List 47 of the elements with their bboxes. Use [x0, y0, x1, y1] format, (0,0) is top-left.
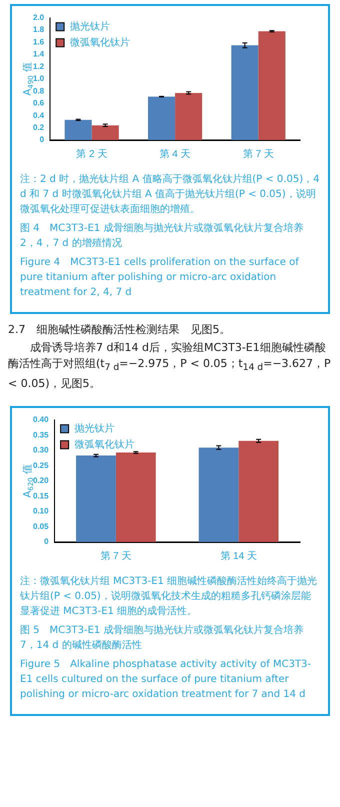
- caption: Figure 4 MC3T3-E1 cells proliferation on the surface of pure titanium after polishing or micro-arc oxidation treatment for 2, 4, 7 d: [20, 256, 300, 300]
- y-tick-label: 0.4: [32, 110, 45, 120]
- x-tick-label: 第 7 天: [100, 550, 132, 562]
- bar: [175, 92, 202, 140]
- y-tick-label: 0.05: [32, 522, 50, 532]
- y-tick-label: 0: [40, 135, 45, 144]
- y-tick-label: 0.2: [32, 122, 45, 132]
- y-tick-label: 1.8: [32, 25, 45, 34]
- caption: Figure 5 Alkaline phosphatase activity activity of MC3T3-E1 cells cultured on the surface of pure titanium after polishing or micro-arc oxidation treatment for 7 and 14 d: [20, 658, 312, 702]
- text: 2.7 细胞碱性磷酸酶活性检测结果 见图5。: [8, 322, 232, 338]
- bar: [76, 456, 116, 542]
- text: 注：微弧氧化钛片组 MC3T3-E1 细胞碱性磷酸酶活性始终高于抛光钛片组(P < 0.05)，说明微弧氧化技术生成的粗糙多孔钙磷涂层能显著促进 MC3T3-E1 细胞的成骨活性。: [20, 574, 318, 620]
- bar: [231, 45, 258, 140]
- x-tick-label: 第 2 天: [76, 148, 108, 160]
- y-tick-label: 0.6: [32, 98, 45, 108]
- x-tick-label: 第 7 天: [242, 148, 274, 160]
- text: 注：2 d 时，抛光钛片组 A 值略高于微弧氧化钛片组(P < 0.05)，4 d 和 7 d 时微弧氧化钛片组 A 值高于抛光钛片组(P < 0.05)，说明微弧氧化处理可促进钛表面细胞的增殖。: [20, 172, 320, 217]
- bar: [92, 125, 119, 140]
- text: 成骨诱导培养7 d和14 d后，实验组MC3T3-E1细胞碱性磷酸酶活性高于对照组(t$_{7 d}$=−2.975，P < 0.05；t$_{14 d}$=−3.627，P < 0.05)，见图5。: [8, 341, 331, 390]
- y-tick-label: 0: [44, 537, 50, 546]
- y-tick-label: 0.40: [32, 415, 50, 424]
- y-tick-label: 2.0: [32, 13, 45, 22]
- y-tick-label: 1.4: [32, 50, 45, 59]
- y-tick-label: 0.20: [32, 476, 50, 486]
- bar: [258, 31, 286, 140]
- legend-label: 抛光钛片: [70, 20, 110, 32]
- bar: [148, 96, 176, 140]
- y-tick-label: 0.30: [32, 446, 50, 455]
- bar: [198, 448, 239, 542]
- legend-label: 抛光钛片: [74, 422, 115, 435]
- y-tick-label: 0.15: [32, 492, 50, 501]
- bar: [116, 452, 156, 542]
- y-tick-label: 0.25: [32, 461, 50, 470]
- caption: 图 5 MC3T3-E1 成骨细胞与抛光钛片或微弧氧化钛片复合培养 7，14 d 的碱性磷酸酶活性: [20, 624, 304, 654]
- caption: 图 4 MC3T3-E1 成骨细胞与抛光钛片或微弧氧化钛片复合培养 2，4，7 d 的增殖情况: [20, 222, 304, 251]
- x-tick-label: 第 4 天: [160, 148, 191, 160]
- y-tick-label: 1.0: [32, 74, 45, 84]
- bar: [238, 441, 279, 542]
- bar: [64, 120, 92, 140]
- y-tick-label: 0.8: [32, 86, 45, 96]
- y-tick-label: 1.2: [32, 62, 45, 71]
- x-tick-label: 第 14 天: [220, 550, 257, 562]
- y-tick-label: 0.35: [32, 430, 50, 440]
- y-tick-label: 0.10: [32, 506, 50, 516]
- legend-label: 微弧氧化钛片: [74, 438, 135, 451]
- y-tick-label: 1.6: [32, 37, 45, 46]
- legend-label: 微弧氧化钛片: [70, 36, 130, 48]
